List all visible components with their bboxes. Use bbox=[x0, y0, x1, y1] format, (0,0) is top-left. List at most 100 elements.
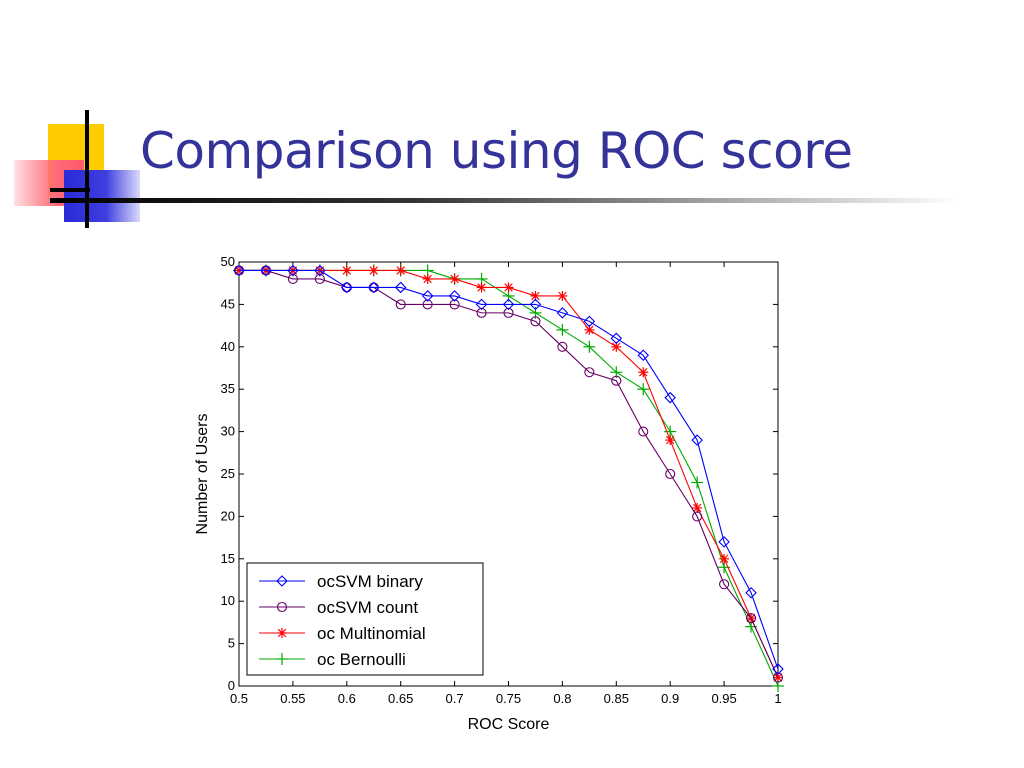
x-tick-label: 0.9 bbox=[661, 691, 679, 706]
data-point-ocsvm-count bbox=[395, 299, 406, 310]
data-point-ocsvm-binary bbox=[448, 290, 461, 302]
series-line-ocsvm-count bbox=[239, 269, 779, 678]
data-point-ocsvm-binary bbox=[260, 264, 272, 277]
data-point-ocsvm-count bbox=[638, 426, 649, 437]
data-point-oc-multinomial bbox=[395, 265, 406, 276]
data-point-oc-multinomial bbox=[665, 435, 676, 446]
roc-line-chart: 0.5 0.55 0.6 0.65 0.7 0.75 0.8 0.85 0.9 0.95 10510… bbox=[194, 254, 784, 733]
legend-item-oc-bernoulli: oc Bernoulli bbox=[259, 650, 406, 669]
decor-horizontal-line bbox=[50, 188, 90, 192]
data-point-ocsvm-binary bbox=[772, 663, 784, 675]
data-point-ocsvm-binary bbox=[610, 332, 623, 345]
data-point-ocsvm-binary bbox=[341, 281, 353, 294]
data-point-oc-multinomial bbox=[476, 282, 487, 293]
legend-item-ocsvm-binary: ocSVM binary bbox=[259, 572, 423, 591]
x-tick-label: 0.75 bbox=[496, 691, 521, 706]
data-point-ocsvm-count bbox=[692, 511, 703, 522]
y-tick-label: 25 bbox=[221, 466, 235, 481]
y-tick-label: 15 bbox=[221, 551, 235, 566]
data-point-ocsvm-binary bbox=[691, 434, 703, 446]
data-point-ocsvm-binary bbox=[664, 391, 676, 404]
y-axis-label: Number of Users bbox=[194, 414, 211, 535]
data-point-ocsvm-binary bbox=[637, 349, 650, 362]
slide-title: Comparison using ROC score bbox=[140, 122, 853, 180]
data-point-ocsvm-binary bbox=[475, 298, 488, 311]
data-point-ocsvm-binary bbox=[287, 264, 299, 277]
y-tick-label: 0 bbox=[228, 678, 235, 693]
data-point-oc-bernoulli bbox=[637, 383, 650, 396]
legend-item-oc-multinomial: oc Multinomial bbox=[259, 624, 426, 643]
title-underline bbox=[50, 198, 960, 203]
x-tick-label: 0.7 bbox=[446, 691, 464, 706]
data-point-ocsvm-count bbox=[557, 341, 568, 352]
data-point-ocsvm-count bbox=[476, 307, 487, 318]
data-point-ocsvm-count bbox=[287, 273, 298, 285]
data-point-oc-bernoulli bbox=[691, 476, 704, 489]
data-point-ocsvm-binary bbox=[745, 586, 757, 599]
data-point-ocsvm-binary bbox=[233, 264, 245, 277]
data-point-ocsvm-binary bbox=[367, 281, 380, 294]
x-tick-label: 0.6 bbox=[338, 691, 356, 706]
legend-label: ocSVM count bbox=[317, 598, 418, 617]
decor-vertical-line bbox=[85, 110, 89, 228]
y-tick-label: 45 bbox=[221, 296, 235, 311]
data-point-oc-multinomial bbox=[503, 282, 514, 293]
data-point-oc-multinomial bbox=[719, 553, 730, 564]
data-point-ocsvm-count bbox=[449, 299, 460, 310]
data-point-ocsvm-count bbox=[611, 375, 622, 386]
data-point-ocsvm-count bbox=[772, 672, 784, 683]
y-tick-label: 20 bbox=[221, 508, 235, 523]
data-point-ocsvm-count bbox=[314, 273, 325, 285]
x-tick-label: 0.95 bbox=[711, 691, 736, 706]
x-tick-label: 0.65 bbox=[388, 691, 413, 706]
x-tick-label: 0.85 bbox=[604, 691, 629, 706]
y-tick-label: 35 bbox=[221, 381, 235, 396]
data-point-ocsvm-binary bbox=[718, 536, 730, 548]
data-point-oc-multinomial bbox=[368, 265, 379, 276]
x-tick-label: 0.5 bbox=[230, 691, 248, 706]
x-tick-label: 0.8 bbox=[553, 691, 571, 706]
x-tick-label: 1 bbox=[774, 691, 781, 706]
data-point-ocsvm-count bbox=[719, 579, 730, 590]
data-point-ocsvm-count bbox=[503, 307, 514, 318]
data-point-oc-multinomial bbox=[422, 273, 433, 284]
y-tick-label: 10 bbox=[221, 593, 235, 608]
data-point-ocsvm-binary bbox=[394, 281, 407, 294]
data-point-oc-multinomial bbox=[638, 367, 649, 378]
legend-label: oc Bernoulli bbox=[317, 650, 406, 669]
legend-marker bbox=[276, 653, 288, 665]
y-tick-label: 5 bbox=[228, 636, 235, 651]
data-point-oc-multinomial bbox=[557, 290, 568, 301]
data-point-ocsvm-count bbox=[422, 299, 433, 310]
data-point-oc-multinomial bbox=[341, 265, 352, 276]
x-axis-label: ROC Score bbox=[468, 716, 550, 733]
data-point-ocsvm-count bbox=[584, 367, 595, 378]
legend-marker bbox=[277, 628, 287, 638]
data-point-oc-multinomial bbox=[530, 290, 541, 301]
data-point-oc-multinomial bbox=[611, 341, 622, 352]
data-point-ocsvm-binary bbox=[556, 307, 569, 319]
legend-item-ocsvm-count: ocSVM count bbox=[259, 598, 418, 617]
series-line-ocsvm-binary bbox=[239, 269, 779, 670]
decor-blue-square bbox=[64, 170, 140, 222]
data-point-ocsvm-binary bbox=[583, 315, 596, 328]
chart-legend: ocSVM binary ocSVM count oc Multinomial oc … bbox=[246, 562, 484, 676]
data-point-ocsvm-count bbox=[745, 613, 757, 624]
legend-label: oc Multinomial bbox=[317, 624, 426, 643]
data-point-oc-bernoulli bbox=[556, 323, 569, 336]
data-point-oc-multinomial bbox=[449, 273, 460, 284]
data-point-ocsvm-binary bbox=[529, 298, 542, 311]
data-point-ocsvm-binary bbox=[421, 290, 434, 302]
data-point-ocsvm-binary bbox=[502, 298, 515, 311]
series-ocsvm-binary bbox=[233, 264, 784, 675]
data-point-oc-multinomial bbox=[692, 502, 703, 513]
y-tick-label: 50 bbox=[221, 254, 235, 269]
data-point-ocsvm-count bbox=[665, 468, 676, 480]
legend-marker bbox=[276, 575, 288, 587]
data-point-oc-bernoulli bbox=[583, 340, 596, 353]
y-tick-label: 40 bbox=[221, 339, 235, 354]
legend-label: ocSVM binary bbox=[317, 572, 423, 591]
legend-marker bbox=[276, 601, 288, 613]
y-tick-label: 30 bbox=[221, 424, 235, 439]
data-point-ocsvm-binary bbox=[314, 264, 326, 277]
